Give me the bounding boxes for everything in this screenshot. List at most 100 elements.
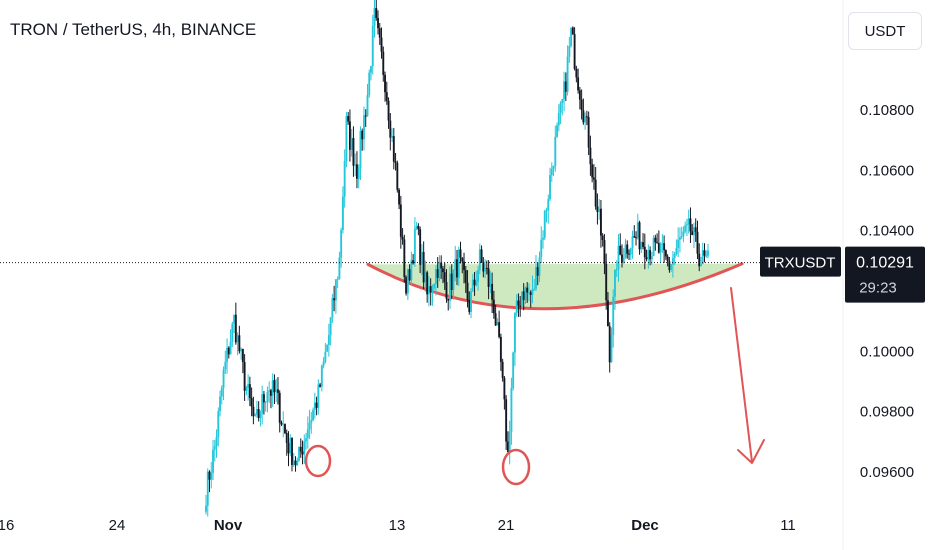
candle-body	[484, 267, 487, 272]
candle-body	[503, 377, 506, 400]
candle-body	[243, 362, 246, 391]
candle-body	[357, 168, 360, 179]
candle-body	[250, 398, 253, 407]
candle-body	[217, 411, 220, 438]
candle-body	[345, 116, 348, 162]
candle-body	[308, 422, 311, 430]
candle-body	[268, 390, 271, 393]
candle-body	[598, 208, 601, 213]
candle-body	[552, 165, 555, 169]
candle-body	[603, 240, 606, 264]
candle-body	[331, 298, 334, 318]
candle-body	[275, 389, 278, 393]
candle-body	[326, 344, 329, 352]
candle-body	[299, 446, 302, 452]
candle-body	[566, 56, 569, 92]
candle-body	[215, 437, 218, 446]
candle-body	[477, 269, 480, 283]
candle-body	[226, 347, 229, 362]
currency-button[interactable]: USDT	[848, 12, 922, 50]
candle-body	[315, 402, 318, 408]
candle-body	[675, 247, 678, 254]
candle-body	[229, 341, 232, 355]
candle-body	[417, 225, 420, 230]
candle-body	[377, 18, 379, 29]
candle-body	[347, 116, 350, 122]
candle-body	[380, 37, 383, 52]
candle-body	[312, 409, 315, 421]
candle-body	[575, 68, 578, 78]
candle-body	[580, 99, 583, 111]
candle-body	[564, 81, 567, 92]
candle-body	[208, 471, 211, 480]
candle-body	[433, 283, 436, 289]
candle-body	[443, 272, 446, 283]
candle-body	[241, 348, 244, 363]
candle-body	[584, 116, 587, 123]
candle-body	[585, 116, 588, 118]
candle-body	[628, 253, 630, 255]
candle-body	[329, 317, 332, 336]
candle-body	[284, 424, 286, 434]
candle-body	[524, 287, 527, 301]
candle-body	[607, 300, 609, 327]
candle-body	[278, 392, 281, 423]
candle-body	[424, 272, 427, 283]
candle-body	[231, 323, 234, 342]
candle-body	[449, 273, 451, 301]
candle-body	[261, 394, 264, 414]
candle-body	[461, 257, 464, 262]
candle-body	[528, 292, 530, 294]
candle-body	[559, 102, 562, 113]
candle-body	[670, 264, 673, 271]
x-tick-label: Nov	[214, 517, 243, 534]
candle-body	[459, 249, 462, 258]
candle-body	[645, 257, 648, 260]
candle-body	[673, 253, 676, 258]
candle-body	[498, 322, 501, 337]
candle-body	[255, 409, 258, 415]
x-tick-label: 11	[780, 517, 796, 534]
candle-body	[510, 388, 513, 432]
candle-body	[371, 25, 374, 67]
candle-body	[457, 249, 460, 278]
candle-body	[538, 257, 541, 276]
candle-body	[536, 267, 539, 276]
price-tag-countdown: 29:23	[859, 280, 897, 297]
candle-body	[505, 399, 508, 442]
candle-body	[568, 45, 571, 57]
candle-body	[545, 210, 548, 212]
candle-body	[277, 389, 279, 393]
candle-body	[334, 279, 337, 301]
candle-body	[236, 335, 239, 343]
candle-body	[410, 260, 413, 281]
candle-body	[499, 336, 502, 362]
candle-body	[535, 267, 537, 289]
candle-body	[320, 365, 323, 387]
candle-body	[563, 81, 566, 100]
candle-body	[422, 252, 425, 283]
candle-body	[487, 268, 490, 287]
candle-body	[294, 460, 297, 466]
cup-pattern	[366, 262, 744, 311]
candle-body	[305, 438, 307, 442]
candle-body	[375, 8, 378, 19]
candle-body	[273, 380, 276, 393]
candle-body	[549, 175, 551, 200]
candle-body	[571, 27, 574, 35]
candle-body	[363, 115, 365, 140]
candle-body	[480, 249, 483, 263]
candle-body	[621, 254, 623, 263]
candle-body	[701, 250, 704, 265]
y-tick-label: 0.09800	[860, 404, 914, 421]
candle-body	[213, 445, 216, 450]
candle-body	[631, 236, 634, 248]
candle-body	[220, 387, 223, 397]
candle-body	[313, 402, 316, 410]
candle-body	[638, 222, 641, 250]
candle-body	[343, 161, 346, 197]
candle-body	[684, 225, 687, 232]
candle-body	[557, 112, 560, 126]
candle-body	[391, 136, 394, 138]
y-tick-label: 0.10000	[860, 343, 914, 360]
